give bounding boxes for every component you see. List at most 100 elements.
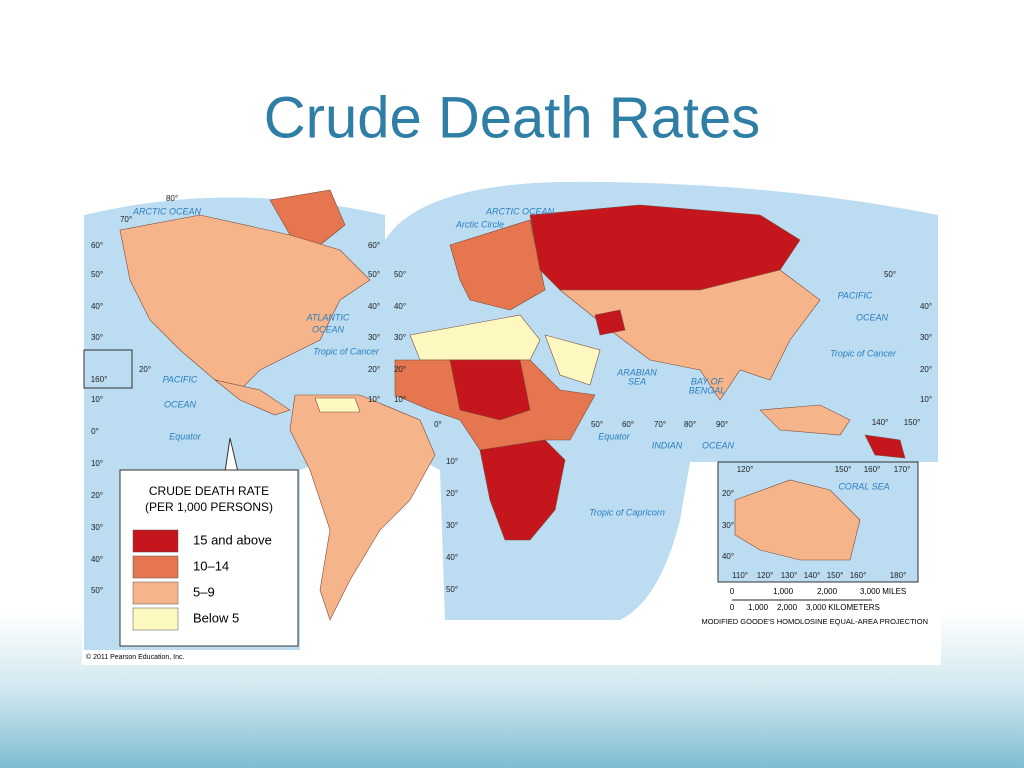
degree-label: 160° xyxy=(850,571,867,580)
degree-label: 0° xyxy=(91,427,99,436)
degree-label: 160° xyxy=(864,465,881,474)
degree-label: 30° xyxy=(91,523,103,532)
degree-label: 30° xyxy=(920,333,932,342)
degree-label: 60° xyxy=(622,420,634,429)
scale-label: 2,000 xyxy=(817,587,838,596)
map-label: OCEAN xyxy=(312,324,345,334)
map-label: SEA xyxy=(628,376,646,386)
degree-label: 10° xyxy=(394,395,406,404)
land-region xyxy=(594,309,626,336)
map-label: ARCTIC OCEAN xyxy=(132,206,202,216)
credit: © 2011 Pearson Education, Inc. xyxy=(86,653,184,661)
degree-label: 20° xyxy=(722,489,734,498)
land-region xyxy=(734,479,861,561)
degree-label: 50° xyxy=(91,586,103,595)
scale-label: 1,000 xyxy=(773,587,794,596)
degree-label: 10° xyxy=(368,395,380,404)
degree-label: 110° xyxy=(732,571,748,580)
legend-title: CRUDE DEATH RATE xyxy=(149,484,269,498)
degree-label: 140° xyxy=(804,571,821,580)
degree-label: 40° xyxy=(920,302,932,311)
degree-label: 40° xyxy=(91,555,103,564)
map-label: Arctic Circle xyxy=(455,219,504,229)
map-label: BAY OF xyxy=(691,376,724,386)
legend-swatch xyxy=(132,607,179,631)
map-label: INDIAN xyxy=(652,440,683,450)
degree-label: 150° xyxy=(835,465,852,474)
degree-label: 70° xyxy=(120,215,132,224)
degree-label: 120° xyxy=(757,571,774,580)
degree-label: 40° xyxy=(722,552,734,561)
scale-label: 2,000 xyxy=(777,603,798,612)
legend-label: Below 5 xyxy=(193,610,239,625)
scale-label: 0 xyxy=(730,603,735,612)
legend-label: 5–9 xyxy=(193,584,215,599)
degree-label: 10° xyxy=(446,457,458,466)
legend-swatch xyxy=(132,555,179,579)
map-label: ARCTIC OCEAN xyxy=(485,206,555,216)
degree-label: 50° xyxy=(368,270,380,279)
land-region xyxy=(759,404,851,436)
degree-label: 30° xyxy=(91,333,103,342)
land-region xyxy=(314,397,361,413)
degree-label: 20° xyxy=(446,489,458,498)
degree-label: 40° xyxy=(446,553,458,562)
degree-label: 130° xyxy=(781,571,798,580)
degree-label: 10° xyxy=(91,459,103,468)
degree-label: 90° xyxy=(716,420,728,429)
degree-label: 60° xyxy=(91,241,103,250)
land-region xyxy=(289,394,436,621)
degree-label: 10° xyxy=(91,395,103,404)
map-label: ATLANTIC xyxy=(306,312,350,322)
degree-label: 150° xyxy=(904,418,921,427)
legend-swatch xyxy=(132,581,179,605)
degree-label: 150° xyxy=(827,571,844,580)
degree-label: 120° xyxy=(737,465,754,474)
land-region xyxy=(119,214,371,391)
scale-label: 3,000 KILOMETERS xyxy=(806,603,880,612)
degree-label: 80° xyxy=(166,194,178,203)
degree-label: 20° xyxy=(394,365,406,374)
degree-label: 70° xyxy=(654,420,666,429)
map-label: Equator xyxy=(598,431,631,441)
degree-label: 30° xyxy=(446,521,458,530)
legend-swatch xyxy=(132,529,179,553)
degree-label: 40° xyxy=(91,302,103,311)
legend-title: (PER 1,000 PERSONS) xyxy=(145,500,273,514)
map-label: OCEAN xyxy=(164,399,197,409)
legend-label: 15 and above xyxy=(193,532,272,547)
land-region xyxy=(214,379,291,416)
land-region xyxy=(269,189,346,246)
degree-label: 30° xyxy=(394,333,406,342)
degree-label: 20° xyxy=(139,365,151,374)
degree-label: 140° xyxy=(872,418,889,427)
degree-label: 0° xyxy=(434,420,442,429)
map-label: PACIFIC xyxy=(838,290,873,300)
map-label: OCEAN xyxy=(702,440,735,450)
map-label: Tropic of Capricorn xyxy=(589,507,665,517)
map-label: Tropic of Cancer xyxy=(830,348,897,358)
degree-label: 20° xyxy=(91,491,103,500)
legend-label: 10–14 xyxy=(193,558,229,573)
land-region xyxy=(479,439,566,541)
degree-label: 30° xyxy=(722,521,734,530)
degree-label: 170° xyxy=(894,465,911,474)
hawaii-inset xyxy=(83,349,133,389)
land-region xyxy=(559,269,821,401)
degree-label: 60° xyxy=(368,241,380,250)
land-region xyxy=(449,219,546,311)
degree-label: 10° xyxy=(920,395,932,404)
degree-label: 50° xyxy=(394,270,406,279)
slide-title: Crude Death Rates xyxy=(264,85,760,150)
degree-label: 30° xyxy=(368,333,380,342)
degree-label: 20° xyxy=(368,365,380,374)
scale-label: 0 xyxy=(730,587,735,596)
land-region xyxy=(409,314,541,361)
scale-label: 1,000 xyxy=(748,603,769,612)
map-label: PACIFIC xyxy=(163,374,198,384)
land-region xyxy=(449,359,531,421)
degree-label: 180° xyxy=(890,571,907,580)
degree-label: 50° xyxy=(446,585,458,594)
scale-label: 3,000 MILES xyxy=(860,587,906,596)
